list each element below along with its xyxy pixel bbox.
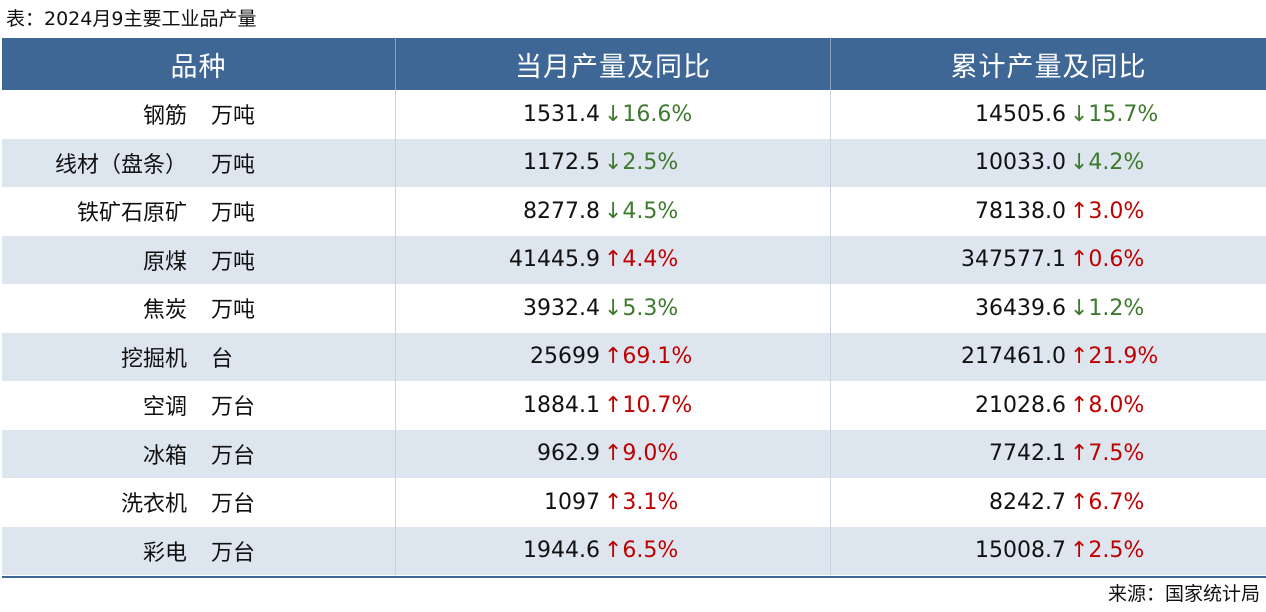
header-monthly: 当月产量及同比 bbox=[396, 38, 831, 90]
table-row: 冰箱 万台 962.9 ↑9.0% 7742.1 ↑7.5% bbox=[2, 429, 1266, 479]
monthly-change: ↓4.5% bbox=[604, 198, 679, 224]
table-row: 焦炭 万吨 3932.4 ↓5.3% 36439.6 ↓1.2% bbox=[2, 284, 1266, 333]
row-monthly: 962.9 ↑9.0% bbox=[396, 429, 831, 478]
table-row: 原煤 万吨 41445.9 ↑4.4% 347577.1 ↑0.6% bbox=[2, 235, 1266, 285]
monthly-value: 8277.8 bbox=[523, 198, 600, 224]
table-row: 钢筋 万吨 1531.4 ↓16.6% 14505.6 ↓15.7% bbox=[2, 90, 1266, 139]
row-monthly: 3932.4 ↓5.3% bbox=[396, 284, 831, 333]
monthly-change: ↓2.5% bbox=[604, 150, 679, 176]
cumulative-change: ↑2.5% bbox=[1070, 538, 1145, 564]
row-cumulative: 10033.0 ↓4.2% bbox=[831, 139, 1266, 188]
cumulative-change: ↓4.2% bbox=[1070, 150, 1145, 176]
monthly-value: 3932.4 bbox=[523, 295, 600, 321]
row-name: 洗衣机 bbox=[120, 492, 187, 518]
row-name: 焦炭 bbox=[142, 298, 187, 324]
table-row: 洗衣机 万台 1097 ↑3.1% 8242.7 ↑6.7% bbox=[2, 478, 1266, 527]
cumulative-change: ↓15.7% bbox=[1070, 101, 1159, 127]
monthly-change: ↑4.4% bbox=[604, 247, 679, 273]
row-name: 冰箱 bbox=[142, 443, 187, 469]
monthly-value: 1944.6 bbox=[523, 538, 600, 564]
row-cumulative: 36439.6 ↓1.2% bbox=[831, 284, 1266, 333]
monthly-value: 1172.5 bbox=[523, 150, 600, 176]
row-unit: 万吨 bbox=[197, 235, 396, 284]
cumulative-value: 8242.7 bbox=[989, 489, 1066, 515]
row-unit: 台 bbox=[197, 332, 396, 381]
row-name: 彩电 bbox=[142, 540, 187, 566]
monthly-change: ↓16.6% bbox=[604, 101, 693, 127]
row-cumulative: 78138.0 ↑3.0% bbox=[831, 187, 1266, 236]
monthly-value: 25699 bbox=[530, 344, 600, 370]
cumulative-value: 15008.7 bbox=[975, 538, 1066, 564]
cumulative-change: ↑3.0% bbox=[1070, 198, 1145, 224]
row-monthly: 8277.8 ↓4.5% bbox=[396, 187, 831, 236]
row-name: 空调 bbox=[142, 395, 187, 421]
cumulative-change: ↓1.2% bbox=[1070, 295, 1145, 321]
monthly-value: 1097 bbox=[544, 489, 600, 515]
table-bottom-rule bbox=[2, 576, 1266, 578]
table-header: 品种 当月产量及同比 累计产量及同比 bbox=[2, 38, 1266, 90]
row-cumulative: 7742.1 ↑7.5% bbox=[831, 430, 1266, 479]
row-monthly: 1944.6 ↑6.5% bbox=[396, 526, 831, 575]
row-unit: 万台 bbox=[197, 381, 396, 430]
monthly-change: ↑69.1% bbox=[604, 344, 693, 370]
row-monthly: 1884.1 ↑10.7% bbox=[396, 381, 831, 430]
header-variety: 品种 bbox=[2, 38, 396, 90]
cumulative-value: 36439.6 bbox=[975, 295, 1066, 321]
row-monthly: 1531.4 ↓16.6% bbox=[396, 90, 831, 139]
monthly-change: ↓5.3% bbox=[604, 295, 679, 321]
row-unit: 万台 bbox=[197, 478, 396, 527]
row-unit: 万台 bbox=[197, 526, 396, 575]
header-cumulative: 累计产量及同比 bbox=[950, 51, 1147, 83]
table-row: 空调 万台 1884.1 ↑10.7% 21028.6 ↑8.0% bbox=[2, 381, 1266, 430]
row-monthly: 1172.5 ↓2.5% bbox=[396, 138, 831, 187]
row-cumulative: 8242.7 ↑6.7% bbox=[831, 478, 1266, 527]
row-cumulative: 21028.6 ↑8.0% bbox=[831, 381, 1266, 430]
table-row: 彩电 万台 1944.6 ↑6.5% 15008.7 ↑2.5% bbox=[2, 526, 1266, 576]
row-name: 原煤 bbox=[142, 249, 187, 275]
cumulative-change: ↑0.6% bbox=[1070, 247, 1145, 273]
source-note: 来源：国家统计局 bbox=[1107, 583, 1260, 605]
row-name: 挖掘机 bbox=[120, 346, 187, 372]
monthly-change: ↑3.1% bbox=[604, 489, 679, 515]
cumulative-value: 14505.6 bbox=[975, 101, 1066, 127]
cumulative-value: 217461.0 bbox=[961, 344, 1066, 370]
cumulative-value: 347577.1 bbox=[961, 247, 1066, 273]
row-name: 线材（盘条） bbox=[54, 152, 187, 178]
monthly-value: 1531.4 bbox=[523, 101, 600, 127]
row-unit: 万吨 bbox=[197, 284, 396, 333]
production-table: 品种 当月产量及同比 累计产量及同比 钢筋 万吨 1531.4 ↓16.6% 14… bbox=[2, 38, 1266, 575]
table-row: 挖掘机 台 25699 ↑69.1% 217461.0 ↑21.9% bbox=[2, 332, 1266, 382]
row-unit: 万吨 bbox=[197, 187, 396, 236]
table-row: 铁矿石原矿 万吨 8277.8 ↓4.5% 78138.0 ↑3.0% bbox=[2, 187, 1266, 236]
row-cumulative: 14505.6 ↓15.7% bbox=[831, 90, 1266, 139]
row-monthly: 25699 ↑69.1% bbox=[396, 332, 831, 381]
cumulative-value: 7742.1 bbox=[989, 441, 1066, 467]
row-cumulative: 217461.0 ↑21.9% bbox=[831, 333, 1266, 382]
cumulative-change: ↑8.0% bbox=[1070, 392, 1145, 418]
cumulative-value: 10033.0 bbox=[975, 150, 1066, 176]
row-cumulative: 347577.1 ↑0.6% bbox=[831, 236, 1266, 285]
cumulative-change: ↑21.9% bbox=[1070, 344, 1159, 370]
table-caption: 表：2024月9主要工业品产量 bbox=[6, 8, 257, 30]
cumulative-change: ↑7.5% bbox=[1070, 441, 1145, 467]
row-name: 钢筋 bbox=[142, 104, 187, 130]
monthly-change: ↑10.7% bbox=[604, 392, 693, 418]
monthly-value: 1884.1 bbox=[523, 392, 600, 418]
row-unit: 万吨 bbox=[197, 138, 396, 187]
table-row: 线材（盘条） 万吨 1172.5 ↓2.5% 10033.0 ↓4.2% bbox=[2, 138, 1266, 188]
cumulative-value: 78138.0 bbox=[975, 198, 1066, 224]
row-unit: 万台 bbox=[197, 429, 396, 478]
row-name: 铁矿石原矿 bbox=[76, 201, 187, 227]
row-monthly: 1097 ↑3.1% bbox=[396, 478, 831, 527]
row-unit: 万吨 bbox=[197, 90, 396, 139]
monthly-change: ↑9.0% bbox=[604, 441, 679, 467]
monthly-value: 962.9 bbox=[537, 441, 600, 467]
monthly-change: ↑6.5% bbox=[604, 538, 679, 564]
cumulative-value: 21028.6 bbox=[975, 392, 1066, 418]
row-cumulative: 15008.7 ↑2.5% bbox=[831, 527, 1266, 576]
row-monthly: 41445.9 ↑4.4% bbox=[396, 235, 831, 284]
monthly-value: 41445.9 bbox=[509, 247, 600, 273]
cumulative-change: ↑6.7% bbox=[1070, 489, 1145, 515]
